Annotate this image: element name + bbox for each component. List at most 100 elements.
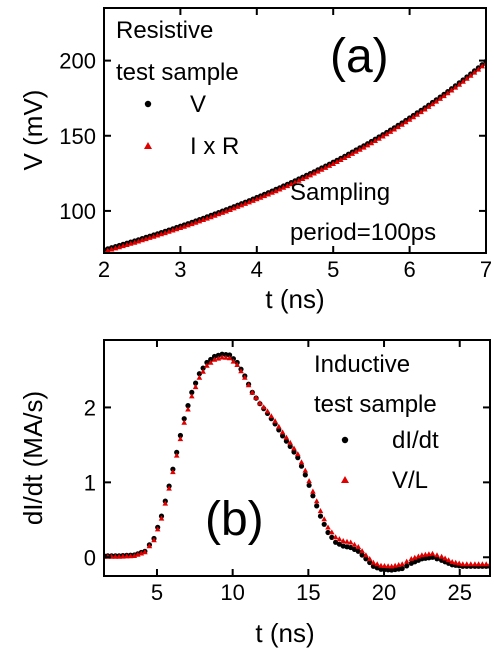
legend-label-didt: dI/dt: [392, 427, 439, 454]
panel-a-series-1-point: [345, 153, 352, 158]
panel-a-series-1-point: [303, 174, 310, 180]
panel-a-series-1-point: [322, 164, 329, 170]
panel-a-series-1-point: [414, 111, 420, 117]
panel-b-series-0-point: [434, 556, 440, 562]
panel-a-series-1-point: [391, 126, 398, 132]
panel-b-series-0-point: [317, 513, 324, 519]
panel-a-plot-area: [104, 58, 486, 253]
panel-b-series-0-point: [355, 548, 361, 554]
panel-b-series-0-point: [287, 443, 293, 449]
panel-a-series-1-point: [403, 119, 409, 125]
panel-a-series-1-point: [429, 101, 436, 107]
panel-b-series-1-point: [223, 354, 229, 360]
panel-a-series-1-point: [181, 223, 187, 229]
panel-b-series-1-point: [151, 537, 157, 543]
panel-b-series-1-point: [479, 561, 486, 567]
panel-b-series-1-point: [112, 553, 119, 559]
panel-b-series-0-point: [314, 503, 320, 509]
panel-b-series-0-point: [329, 534, 335, 541]
panel-b-series-1-point: [287, 439, 293, 445]
panel-a-series-1-point: [368, 140, 375, 146]
panel-a-series-1-point: [330, 160, 336, 166]
panel-a-series-1-point: [265, 191, 272, 197]
panel-b-series-0-point: [404, 563, 410, 569]
panel-a-series-1-point: [341, 155, 348, 160]
panel-a-xtick-label: 2: [98, 257, 110, 282]
panel-b-series-0-point: [399, 565, 405, 572]
panel-a-series-1-point: [437, 95, 443, 101]
panel-b-series-0-point: [204, 359, 210, 366]
panel-b-series-1-point: [276, 423, 282, 429]
panel-b-xtick-label: 25: [447, 580, 471, 605]
panel-b-series-1-point: [272, 418, 278, 424]
panel-a-series-1-point: [227, 206, 233, 212]
panel-a-series-1-point: [311, 170, 317, 176]
panel-a-series-1-point: [441, 93, 447, 99]
panel-b-ytick-label: 0: [84, 545, 96, 570]
panel-b-annotation-2: test sample: [314, 391, 437, 418]
panel-b-series-0-point: [321, 521, 327, 527]
panel-b-xtick-label: 10: [220, 580, 244, 605]
panel-a-series-1-point: [254, 196, 260, 202]
panel-b-series-1-point: [359, 548, 365, 554]
panel-b-series-0-point: [298, 463, 305, 469]
panel-a-series-1-point: [361, 144, 367, 150]
panel-a-series-1-point: [250, 197, 256, 203]
panel-b-series-1-point: [355, 544, 362, 549]
panel-a-series-1-point: [166, 228, 172, 234]
panel-a-series-1-point: [338, 157, 344, 162]
panel-b-series-0-point: [367, 559, 373, 566]
panel-b-series-1-point: [253, 394, 259, 400]
panel-a-xlabel: t (ns): [265, 284, 324, 314]
panel-b-series-1-point: [370, 559, 377, 565]
panel-a-series-1-point: [334, 159, 340, 164]
panel-a-series-1-point: [212, 212, 218, 218]
panel-b-series-1-point: [310, 488, 316, 494]
panel-a-series-1-point: [189, 221, 195, 227]
panel-b-series-1-point: [158, 515, 165, 521]
panel-b-series-1-point: [340, 538, 346, 543]
panel-b-series-1-point: [146, 543, 153, 549]
panel-b-series-1-point: [442, 555, 448, 561]
panel-a-series-1-point: [422, 106, 428, 112]
panel-b-series-1-point: [329, 529, 335, 535]
panel-a-series-1-point: [445, 90, 451, 96]
panel-b-series-0-point: [363, 556, 369, 562]
panel-a-series-1-point: [196, 218, 203, 224]
panel-b-ylabel: dI/dt (MA/s): [18, 391, 48, 525]
panel-b-series-0-point: [185, 403, 191, 409]
panel-b-series-1-point: [317, 508, 324, 514]
panel-b-series-1-point: [127, 553, 134, 559]
panel-b-series-1-point: [135, 551, 141, 557]
panel-a-xtick-label: 6: [403, 257, 415, 282]
panel-a-series-1-point: [425, 103, 432, 109]
panel-a-ytick-label: 150: [59, 124, 96, 149]
panel-a-series-1-point: [452, 84, 459, 90]
panel-b-series-1-point: [283, 434, 290, 440]
panel-a-series-1-point: [357, 146, 363, 152]
panel-b-series-1-point: [120, 553, 126, 559]
panel-b-series-1-point: [336, 536, 343, 542]
panel-b-series-1-point: [347, 539, 354, 545]
panel-b-series-1-point: [257, 400, 263, 406]
panel-a-series-1-point: [204, 215, 210, 221]
panel-b-series-1-point: [468, 561, 474, 567]
panel-b-series-1-point: [449, 559, 455, 564]
panel-b-series-1-point: [381, 563, 388, 568]
panel-b-frame: [103, 339, 491, 577]
panel-b-series-1-point: [242, 374, 248, 380]
panel-b-series-1-point: [238, 368, 244, 374]
panel-a-series-1-point: [296, 177, 302, 183]
panel-a-series-1-point: [177, 224, 184, 230]
panel-a-series-1-point: [380, 133, 386, 139]
panel-a-series-1-point: [467, 72, 474, 78]
panel-b-series-1-point: [260, 404, 267, 410]
panel-a-series-1-point: [276, 186, 283, 192]
panel-b-series-1-point: [207, 359, 214, 365]
panel-b-series-1-point: [295, 451, 301, 457]
panel-b-series-1-point: [245, 382, 252, 388]
panel-b-series-0-point: [283, 438, 289, 444]
panel-b-series-1-point: [192, 384, 199, 390]
panel-b-series-0-point: [189, 389, 195, 395]
